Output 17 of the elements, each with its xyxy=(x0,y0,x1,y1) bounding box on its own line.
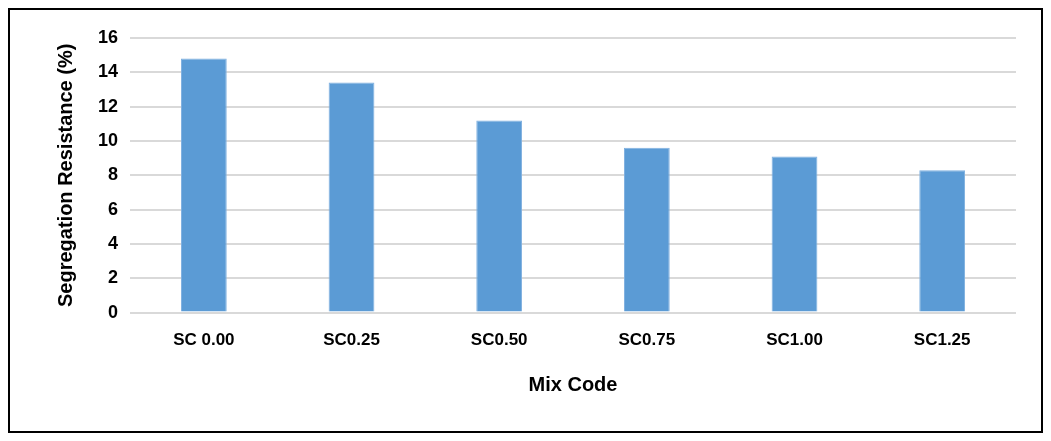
y-tick-label: 10 xyxy=(97,129,119,150)
y-tick-label: 0 xyxy=(108,301,119,322)
x-tick-label: SC1.25 xyxy=(913,330,971,350)
y-tick-label: 8 xyxy=(108,164,119,185)
y-tick-label: 12 xyxy=(97,95,119,116)
y-tick-label: 14 xyxy=(97,61,119,82)
x-tick-label: SC 0.00 xyxy=(173,330,235,350)
x-tick-label: SC1.00 xyxy=(766,330,823,350)
y-tick-label: 2 xyxy=(108,267,119,288)
y-tick-label: 6 xyxy=(108,198,119,219)
y-tick-label: 16 xyxy=(97,26,119,47)
y-axis-title: Segregation Resistance (%) xyxy=(53,43,76,308)
x-tick-label: SC0.25 xyxy=(323,330,380,350)
x-axis-title: Mix Code xyxy=(528,372,618,395)
y-tick-label: 4 xyxy=(108,232,119,253)
x-tick-label: SC0.50 xyxy=(470,330,528,350)
x-tick-label: SC0.75 xyxy=(618,330,676,350)
